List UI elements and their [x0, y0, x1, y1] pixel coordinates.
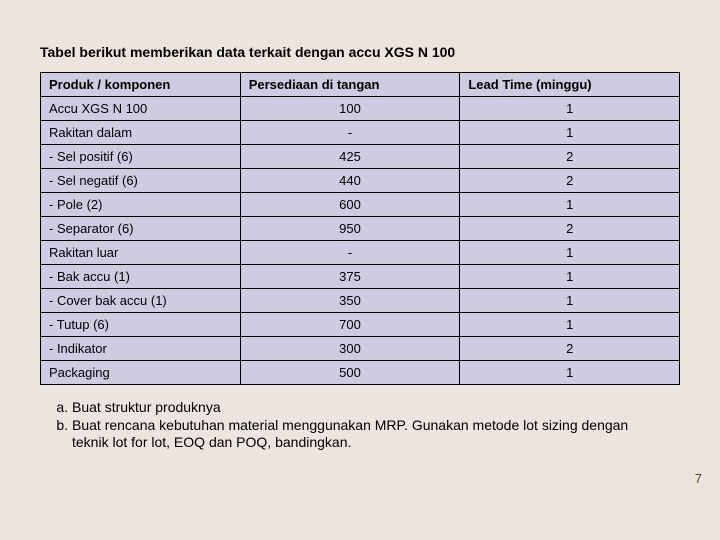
- cell-persediaan: 700: [240, 313, 460, 337]
- table-row: - Tutup (6)7001: [41, 313, 680, 337]
- table-row: Accu XGS N 1001001: [41, 97, 680, 121]
- table-row: - Cover bak accu (1)3501: [41, 289, 680, 313]
- cell-lead: 2: [460, 337, 680, 361]
- cell-lead: 1: [460, 313, 680, 337]
- table-body: Accu XGS N 1001001Rakitan dalam-1- Sel p…: [41, 97, 680, 385]
- cell-persediaan: 500: [240, 361, 460, 385]
- table-row: - Bak accu (1)3751: [41, 265, 680, 289]
- cell-produk: - Indikator: [41, 337, 241, 361]
- cell-lead: 1: [460, 265, 680, 289]
- cell-lead: 1: [460, 289, 680, 313]
- cell-produk: Accu XGS N 100: [41, 97, 241, 121]
- cell-persediaan: 600: [240, 193, 460, 217]
- table-header-row: Produk / komponen Persediaan di tangan L…: [41, 73, 680, 97]
- table-row: - Sel negatif (6)4402: [41, 169, 680, 193]
- cell-persediaan: 300: [240, 337, 460, 361]
- cell-produk: - Sel negatif (6): [41, 169, 241, 193]
- cell-produk: - Tutup (6): [41, 313, 241, 337]
- cell-lead: 2: [460, 217, 680, 241]
- cell-persediaan: 425: [240, 145, 460, 169]
- cell-lead: 1: [460, 97, 680, 121]
- cell-persediaan: -: [240, 241, 460, 265]
- cell-lead: 2: [460, 145, 680, 169]
- table-row: - Separator (6)9502: [41, 217, 680, 241]
- cell-produk: - Pole (2): [41, 193, 241, 217]
- task-b: Buat rencana kebutuhan material mengguna…: [72, 417, 640, 452]
- cell-lead: 1: [460, 193, 680, 217]
- cell-persediaan: 375: [240, 265, 460, 289]
- task-a: Buat struktur produknya: [72, 399, 640, 417]
- cell-produk: - Sel positif (6): [41, 145, 241, 169]
- table-row: - Sel positif (6)4252: [41, 145, 680, 169]
- cell-lead: 1: [460, 361, 680, 385]
- table-row: Rakitan dalam-1: [41, 121, 680, 145]
- intro-text: Tabel berikut memberikan data terkait de…: [40, 44, 680, 60]
- cell-lead: 1: [460, 121, 680, 145]
- table-row: - Pole (2)6001: [41, 193, 680, 217]
- cell-persediaan: 950: [240, 217, 460, 241]
- cell-produk: Rakitan dalam: [41, 121, 241, 145]
- cell-produk: - Bak accu (1): [41, 265, 241, 289]
- cell-persediaan: -: [240, 121, 460, 145]
- cell-produk: - Cover bak accu (1): [41, 289, 241, 313]
- cell-persediaan: 100: [240, 97, 460, 121]
- table-row: Rakitan luar-1: [41, 241, 680, 265]
- cell-produk: Packaging: [41, 361, 241, 385]
- table-row: - Indikator3002: [41, 337, 680, 361]
- col-header-produk: Produk / komponen: [41, 73, 241, 97]
- task-list: Buat struktur produknya Buat rencana keb…: [40, 399, 640, 452]
- cell-produk: - Separator (6): [41, 217, 241, 241]
- cell-lead: 2: [460, 169, 680, 193]
- col-header-lead: Lead Time (minggu): [460, 73, 680, 97]
- data-table: Produk / komponen Persediaan di tangan L…: [40, 72, 680, 385]
- table-row: Packaging5001: [41, 361, 680, 385]
- cell-persediaan: 440: [240, 169, 460, 193]
- cell-produk: Rakitan luar: [41, 241, 241, 265]
- cell-lead: 1: [460, 241, 680, 265]
- col-header-persediaan: Persediaan di tangan: [240, 73, 460, 97]
- page-number: 7: [695, 471, 702, 486]
- cell-persediaan: 350: [240, 289, 460, 313]
